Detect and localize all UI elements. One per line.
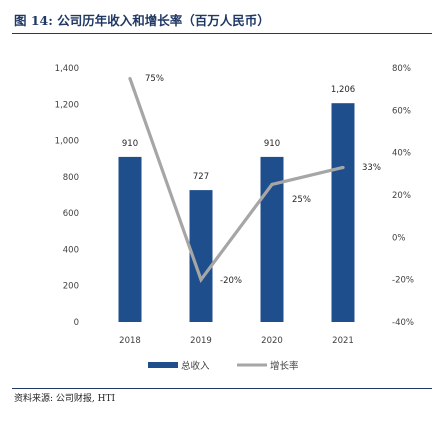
y-right-tick-label: 20% — [392, 191, 411, 201]
revenue-data-label: 910 — [122, 139, 138, 149]
growth-rate-data-label: 33% — [362, 163, 381, 173]
growth-rate-data-label: 75% — [145, 74, 164, 84]
x-tick-label: 2020 — [261, 336, 283, 346]
revenue-data-label: 727 — [193, 172, 209, 182]
title-rule — [12, 33, 432, 34]
legend-swatch-revenue — [148, 362, 178, 368]
source-note: 资料来源: 公司财报, HTI — [14, 394, 116, 404]
y-left-tick-label: 1,400 — [55, 64, 79, 74]
revenue-bar — [189, 190, 213, 322]
growth-rate-point — [128, 76, 132, 81]
y-right-tick-label: -40% — [392, 318, 414, 328]
legend-label-revenue: 总收入 — [181, 360, 210, 372]
y-left-tick-label: 800 — [63, 173, 79, 183]
y-right-tick-label: 60% — [392, 106, 411, 116]
revenue-data-label: 1,206 — [331, 85, 355, 95]
growth-rate-point — [270, 182, 274, 187]
legend-label-growth: 增长率 — [270, 360, 299, 372]
y-right-tick-label: 80% — [392, 64, 411, 74]
y-right-tick-label: -20% — [392, 276, 414, 286]
y-left-tick-label: 600 — [63, 209, 79, 219]
revenue-growth-chart: 0 200 400 600 800 1,000 1,200 1,400 -40% -20% 0% 20… — [55, 64, 414, 372]
y-right-tick-label: 0% — [392, 233, 406, 243]
y-left-tick-label: 200 — [63, 282, 79, 292]
figure-title: 图 14: 公司历年收入和增长率（百万人民币） — [14, 13, 270, 28]
x-tick-label: 2019 — [190, 336, 212, 346]
y-left-tick-label: 400 — [63, 245, 79, 255]
growth-rate-data-label: 25% — [292, 195, 311, 205]
growth-rate-point — [199, 278, 203, 282]
revenue-bar — [331, 103, 355, 322]
y-left-tick-label: 0 — [74, 318, 79, 328]
x-tick-label: 2018 — [119, 336, 141, 346]
x-tick-label: 2021 — [332, 336, 354, 346]
revenue-bar — [118, 156, 142, 322]
source-rule — [12, 388, 432, 389]
growth-rate-point — [341, 165, 345, 170]
y-left-tick-label: 1,000 — [55, 137, 79, 147]
growth-rate-data-label: -20% — [220, 276, 242, 286]
growth-rate-line — [128, 78, 344, 284]
revenue-bar — [260, 156, 284, 322]
y-right-tick-label: 40% — [392, 149, 411, 159]
revenue-data-label: 910 — [264, 139, 280, 149]
y-left-tick-label: 1,200 — [55, 100, 79, 110]
